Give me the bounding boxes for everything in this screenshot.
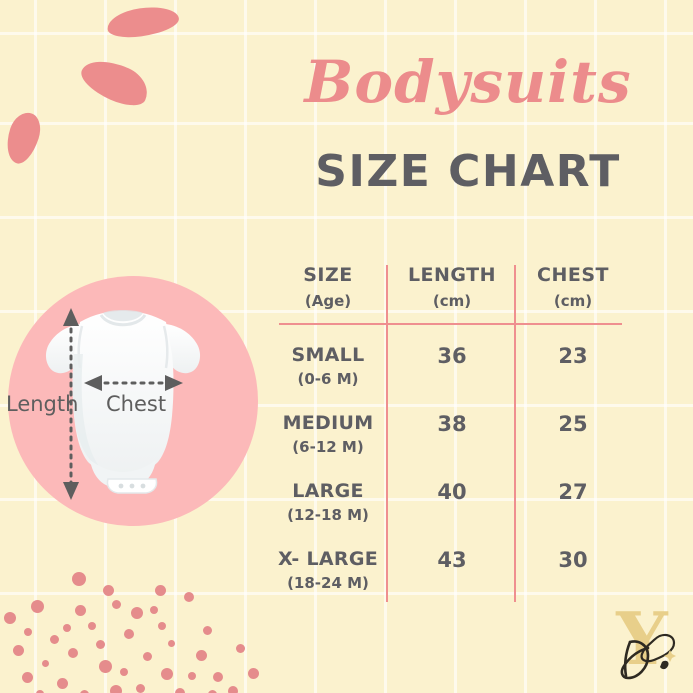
decor-dot [136, 684, 145, 693]
chest-dimension-label: Chest [106, 392, 167, 416]
decor-dot [112, 600, 121, 609]
decor-dot [72, 572, 86, 586]
decor-dot [68, 648, 78, 658]
decor-dot [4, 612, 16, 624]
grid-line-h [0, 32, 693, 35]
decor-dot [75, 605, 86, 616]
decor-dot [22, 672, 33, 683]
decor-dot [208, 690, 217, 693]
decor-dot [63, 624, 71, 632]
decor-dot [124, 629, 134, 639]
bodysuit-icon [45, 308, 201, 500]
page-title-script: Bodysuits [304, 48, 632, 116]
decor-dot [161, 668, 173, 680]
garment-illustration [8, 276, 258, 526]
decor-dot [96, 640, 105, 649]
decor-dot [80, 690, 89, 693]
decor-dot [24, 628, 32, 636]
table-row: 27 [558, 480, 588, 504]
decor-dot [213, 672, 223, 682]
table-row: SMALL [291, 344, 365, 366]
column-header-chest: CHEST [537, 264, 609, 286]
decor-dot [168, 640, 175, 647]
table-row: 23 [558, 344, 588, 368]
length-dimension-label: Length [6, 392, 79, 416]
table-divider-horizontal [279, 323, 622, 325]
decor-dot [99, 660, 112, 673]
table-divider-vertical [514, 265, 516, 602]
decor-dot [42, 660, 49, 667]
column-subheader-chest: (cm) [553, 292, 593, 310]
table-row: 40 [437, 480, 467, 504]
decor-blob [75, 51, 155, 113]
decor-dot [131, 607, 143, 619]
decor-blob [105, 3, 181, 41]
decor-dot [110, 685, 122, 693]
table-row: (12-18 M) [287, 506, 369, 524]
column-header-length: LENGTH [407, 264, 497, 286]
decor-dot [184, 592, 194, 602]
decor-dot [196, 650, 207, 661]
column-subheader-size: (Age) [304, 292, 352, 310]
column-subheader-length: (cm) [432, 292, 472, 310]
decor-dot [88, 622, 96, 630]
decor-dot [158, 622, 166, 630]
decor-blob [0, 108, 46, 168]
decor-dot [155, 585, 166, 596]
table-row: 25 [558, 412, 588, 436]
size-table: SIZE (Age) LENGTH (cm) CHEST (cm) SMALL … [270, 256, 630, 602]
decor-dot [175, 688, 185, 693]
decor-dot [120, 668, 128, 676]
table-row: LARGE [292, 480, 364, 502]
table-row: (6-12 M) [292, 438, 364, 456]
decor-dot [236, 644, 245, 653]
decor-dot [50, 635, 59, 644]
decor-dot [150, 606, 158, 614]
column-header-size: SIZE [303, 264, 353, 286]
table-row: MEDIUM [282, 412, 374, 434]
decor-dot [57, 678, 68, 689]
decor-dot [36, 690, 44, 693]
table-row: X- LARGE [277, 548, 379, 570]
decor-dot [228, 686, 238, 693]
decor-dot [143, 652, 152, 661]
grid-line-h [0, 216, 693, 219]
table-row: 43 [437, 548, 467, 572]
decor-dot [31, 600, 44, 613]
grid-line-h [0, 122, 693, 125]
decor-dot [248, 668, 259, 679]
table-row: (18-24 M) [287, 574, 369, 592]
decor-dot [188, 672, 196, 680]
table-row: 38 [437, 412, 467, 436]
table-row: 30 [558, 548, 588, 572]
decor-dot [13, 645, 24, 656]
table-row: (0-6 M) [297, 370, 359, 388]
brand-logo: Y [615, 598, 676, 681]
decor-dot [103, 585, 114, 596]
table-divider-vertical [386, 265, 388, 602]
table-row: 36 [437, 344, 467, 368]
page-title: SIZE CHART [315, 146, 621, 197]
decor-dot [203, 626, 212, 635]
